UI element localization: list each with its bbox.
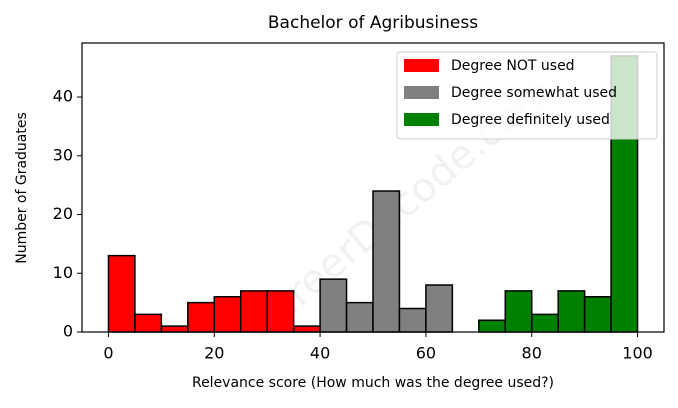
legend-label: Degree somewhat used [451,85,617,101]
y-tick-label: 10 [53,263,73,282]
bar [425,284,454,333]
bar [583,296,612,333]
bar [187,301,216,333]
y-tick-label: 0 [63,322,73,341]
y-tick-label: 40 [53,87,73,106]
x-tick-label: 100 [622,344,653,363]
bar [319,278,348,333]
bar [134,313,163,333]
x-tick-label: 40 [310,344,330,363]
x-tick-label: 0 [103,344,113,363]
y-tick-label: 30 [53,145,73,164]
legend-swatch [404,86,439,99]
plot-frame [81,42,665,333]
bar [239,290,268,333]
bar [372,190,401,333]
legend-label: Degree definitely used [451,112,610,128]
x-axis-label: Relevance score (How much was the degree… [192,375,554,391]
y-tick-label: 20 [53,204,73,223]
bar [107,254,136,333]
legend-label: Degree NOT used [451,58,575,74]
bar [530,313,559,333]
x-tick-label: 80 [522,344,542,363]
bar [160,325,189,333]
x-tick-label: 60 [416,344,436,363]
y-axis-label: Number of Graduates [14,112,30,264]
x-tick-label: 20 [204,344,224,363]
chart-title: Bachelor of Agribusiness [268,13,478,33]
bar [266,290,295,333]
bar [504,290,533,333]
bar [398,307,427,333]
bar [345,301,374,333]
bar [478,319,507,333]
bar [557,290,586,333]
legend-box [396,51,658,140]
bar [292,325,321,333]
bar [213,296,242,333]
legend-swatch [404,59,439,72]
legend-swatch [404,113,439,126]
